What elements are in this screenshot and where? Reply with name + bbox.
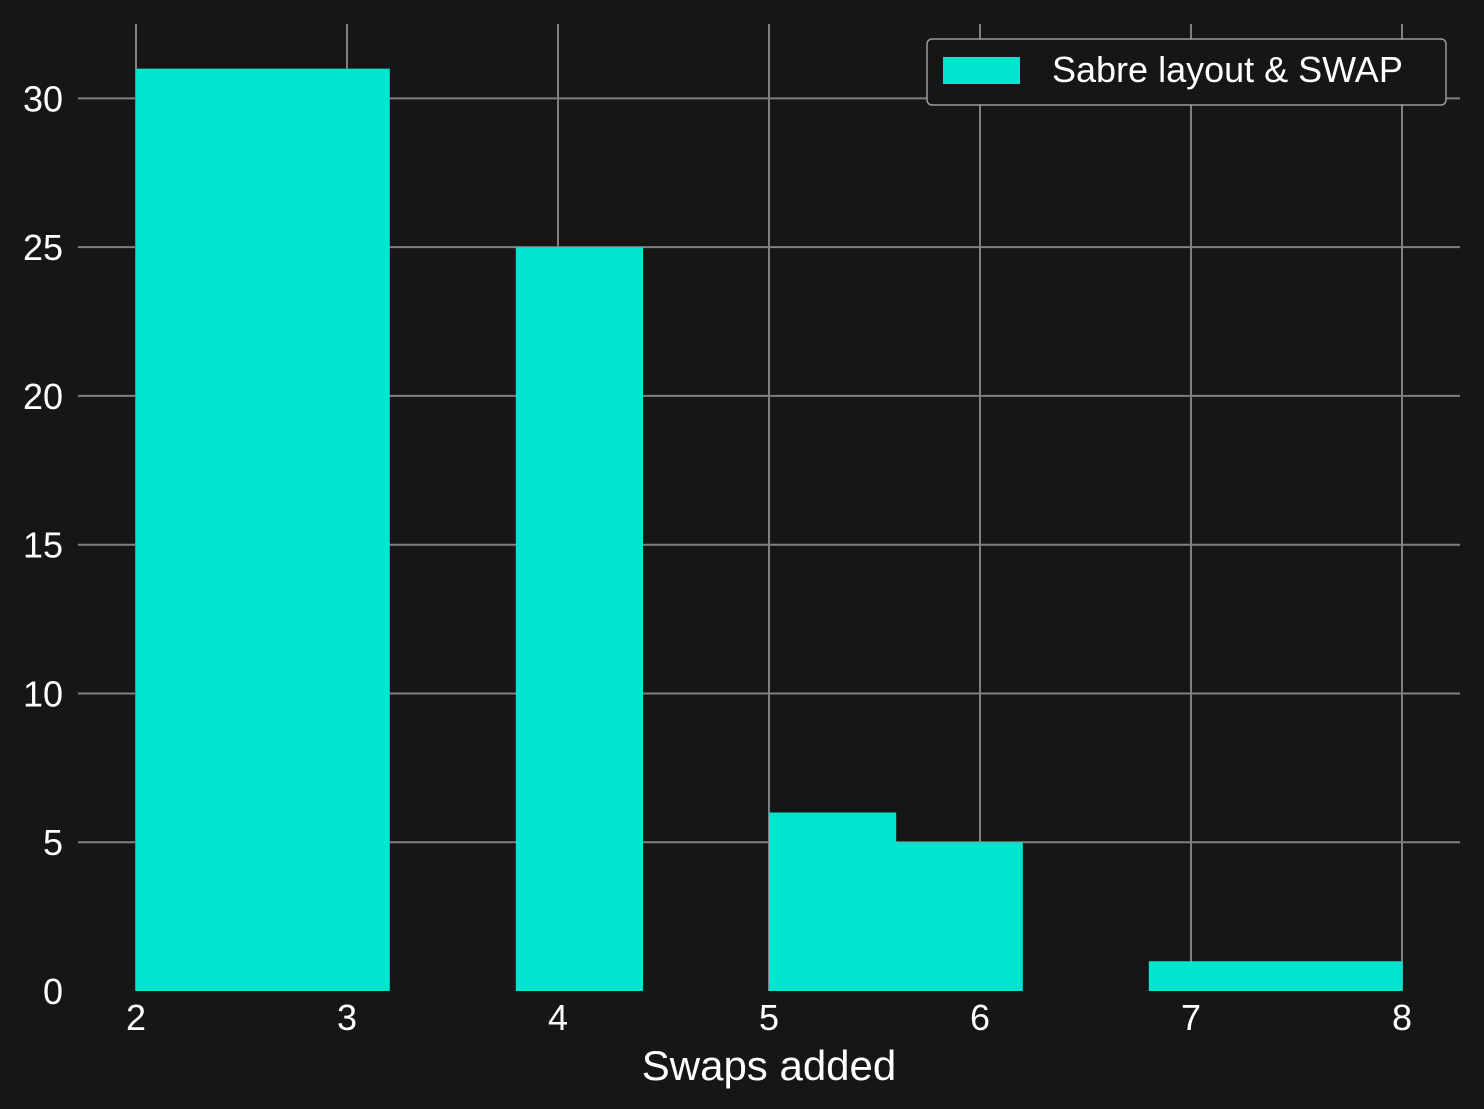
x-tick-label: 4: [548, 997, 568, 1038]
y-tick-label: 30: [23, 78, 63, 119]
histogram-bar: [1275, 961, 1403, 991]
x-tick-label: 6: [970, 997, 990, 1038]
y-tick-label: 20: [23, 376, 63, 417]
histogram-bar: [515, 247, 643, 992]
y-tick-label: 15: [23, 525, 63, 566]
y-tick-label: 0: [43, 971, 63, 1012]
histogram-bar: [769, 812, 897, 991]
legend-box: [926, 38, 1447, 106]
y-tick-label: 10: [23, 673, 63, 714]
bars: [136, 68, 1403, 992]
x-tick-label: 8: [1392, 997, 1412, 1038]
y-tick-label: 5: [43, 822, 63, 863]
histogram-bar: [136, 68, 264, 992]
x-tick-label: 3: [337, 997, 357, 1038]
y-tick-label: 25: [23, 227, 63, 268]
legend-entry-label: Sabre layout & SWAP: [1052, 49, 1403, 90]
tick-labels: 2 3 4 5 6 7 8 0 5 10 15 20 25 30: [23, 78, 1412, 1038]
x-tick-label: 7: [1181, 997, 1201, 1038]
x-tick-label: 2: [126, 997, 146, 1038]
histogram-bar: [262, 68, 390, 992]
histogram-bar: [1148, 961, 1276, 991]
legend: Sabre layout & SWAP: [926, 38, 1447, 106]
x-axis-label: Swaps added: [642, 1042, 897, 1089]
legend-swatch: [943, 57, 1020, 84]
histogram-bar: [895, 842, 1023, 991]
x-tick-label: 5: [759, 997, 779, 1038]
